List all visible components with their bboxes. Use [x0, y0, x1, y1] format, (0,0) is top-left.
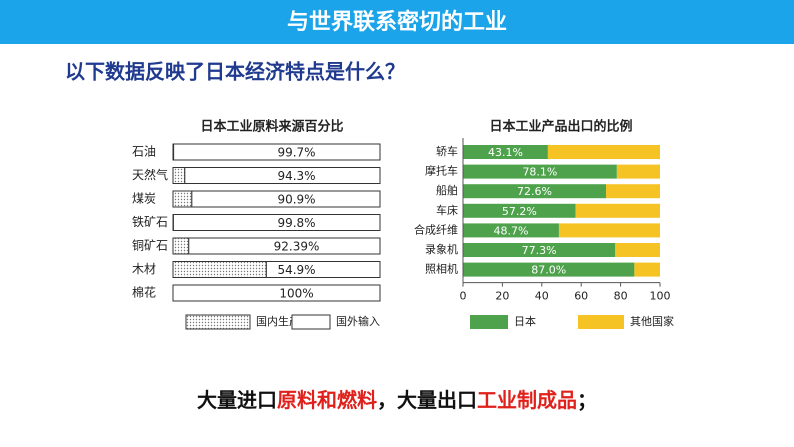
x-tick-label: 20 [495, 290, 509, 303]
x-tick-label: 60 [574, 290, 588, 303]
bar-segment [463, 184, 607, 199]
category-label: 棉花 [132, 285, 156, 300]
bar-segment [172, 167, 186, 184]
bar-segment [191, 190, 381, 208]
bar-segment [172, 237, 190, 255]
bar-segment [172, 190, 193, 208]
legend-swatch [185, 314, 251, 330]
category-label: 车床 [436, 203, 458, 217]
conclusion-segment: 大量进口 [197, 388, 277, 412]
bar-segment [172, 284, 381, 302]
bar-segment [463, 145, 548, 159]
value-label: 99.8% [277, 216, 315, 230]
value-label: 48.7% [493, 224, 528, 237]
value-label: 99.7% [277, 146, 315, 160]
bar-segment [188, 237, 381, 255]
conclusion-segment: ； [577, 388, 597, 412]
category-label: 合成纤维 [414, 222, 458, 236]
bar-segment [463, 203, 576, 218]
bar-segment [172, 214, 381, 231]
value-label: 43.1% [488, 146, 523, 159]
chart-title: 日本工业原料来源百分比 [200, 119, 343, 135]
category-label: 轿车 [436, 144, 458, 158]
value-label: 78.1% [522, 166, 557, 179]
category-label: 摩托车 [425, 164, 458, 178]
legend-label: 其他国家 [630, 314, 674, 328]
value-label: 94.3% [277, 169, 315, 183]
value-label: 87.0% [531, 264, 566, 277]
chart-title: 日本工业产品出口的比例 [489, 119, 632, 135]
conclusion: 大量进口原料和燃料，大量出口工业制成品； [197, 388, 597, 412]
bar-segment [575, 203, 660, 218]
legend-swatch [578, 315, 624, 329]
question: 以下数据反映了日本经济特点是什么？ [65, 60, 405, 84]
bar-segment [265, 261, 381, 278]
bar-segment [184, 167, 381, 184]
category-label: 录象机 [425, 242, 458, 256]
category-label: 照相机 [425, 262, 458, 276]
x-tick-label: 40 [535, 290, 549, 303]
conclusion-segment: 工业制成品 [477, 388, 577, 412]
conclusion-segment: 原料和燃料 [277, 388, 377, 412]
category-label: 天然气 [132, 167, 168, 182]
value-label: 100% [279, 287, 313, 301]
x-tick-label: 0 [460, 290, 467, 303]
bar-segment [463, 164, 617, 179]
legend-swatch [470, 315, 508, 329]
value-label: 72.6% [517, 185, 552, 198]
conclusion-segment: ，大量出口 [377, 388, 477, 412]
value-label: 54.9% [277, 263, 315, 277]
value-label: 57.2% [502, 205, 537, 218]
bar-segment [463, 262, 635, 277]
bar-segment [558, 223, 660, 238]
category-label: 铜矿石 [132, 238, 168, 253]
bar-segment [173, 143, 381, 161]
x-tick-label: 100 [650, 290, 671, 303]
bar-segment [172, 261, 267, 278]
header-title: 与世界联系密切的工业 [287, 9, 507, 35]
category-label: 煤炭 [132, 192, 156, 206]
value-label: 90.9% [277, 193, 315, 207]
bar-segment [606, 184, 660, 199]
category-label: 石油 [132, 145, 156, 159]
bar-segment [616, 164, 660, 179]
x-tick-label: 80 [614, 290, 628, 303]
category-label: 船舶 [436, 183, 458, 197]
legend-label: 日本 [514, 314, 536, 328]
header-bar [0, 0, 794, 44]
bar-segment [615, 243, 660, 257]
value-label: 92.39% [274, 240, 320, 254]
legend-label: 国内生产 [256, 314, 300, 328]
bar-segment [547, 145, 660, 159]
category-label: 铁矿石 [132, 215, 168, 229]
legend-swatch [291, 314, 331, 330]
legend-label: 国外输入 [336, 314, 380, 328]
bar-segment [463, 223, 559, 238]
bar-segment [463, 243, 616, 257]
bar-segment [634, 262, 660, 277]
value-label: 77.3% [522, 244, 557, 257]
category-label: 木材 [132, 262, 156, 276]
